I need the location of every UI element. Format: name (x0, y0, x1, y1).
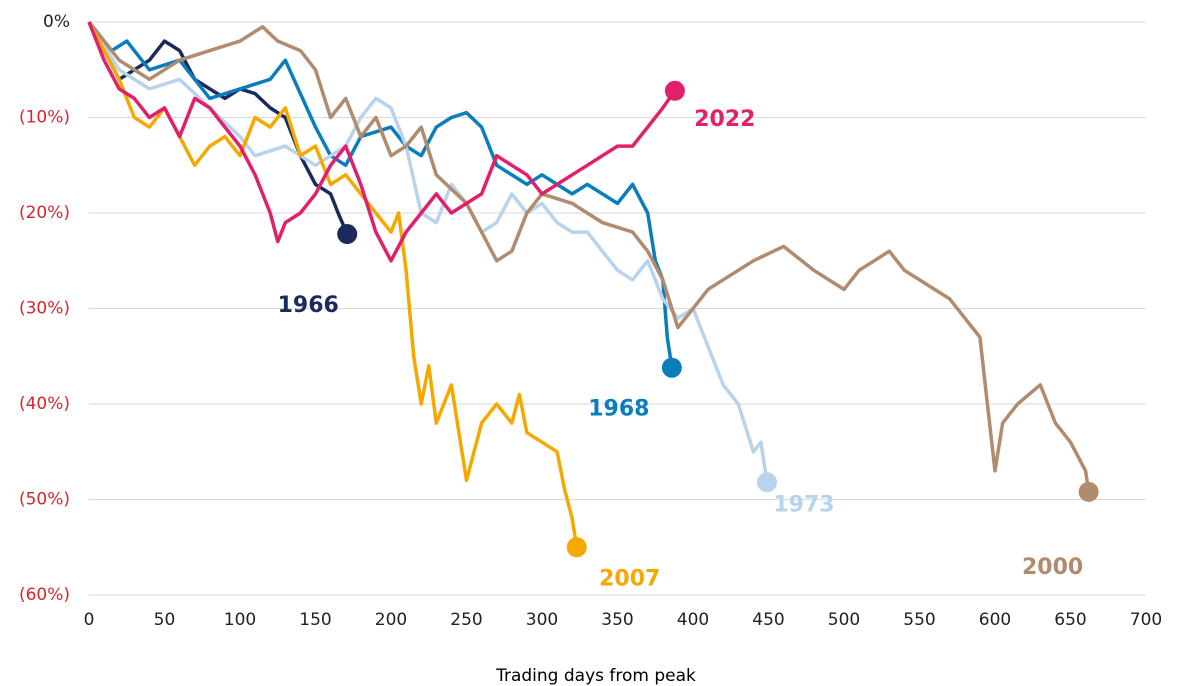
x-tick-label: 350 (601, 610, 633, 630)
x-tick-label: 200 (375, 610, 407, 630)
x-axis-label: Trading days from peak (495, 666, 696, 686)
x-tick-label: 0 (84, 610, 95, 630)
x-tick-label: 100 (224, 610, 256, 630)
x-tick-label: 550 (903, 610, 935, 630)
end-marker (661, 357, 682, 378)
y-tick-label: (50%) (19, 490, 70, 510)
x-tick-label: 400 (677, 610, 709, 630)
y-tick-label: 0% (43, 12, 70, 32)
x-tick-label: 50 (154, 610, 176, 630)
series-label: 2000 (1022, 555, 1083, 580)
series-label: 1966 (278, 293, 339, 318)
x-tick-label: 150 (299, 610, 331, 630)
series-line (87, 21, 349, 235)
y-tick-label: (60%) (19, 585, 70, 605)
y-tick-label: (20%) (19, 203, 70, 223)
x-tick-label: 700 (1130, 610, 1162, 630)
x-tick-label: 250 (450, 610, 482, 630)
series-line (87, 20, 1091, 493)
series-label: 1973 (773, 492, 834, 517)
series-line (87, 21, 769, 483)
x-tick-label: 600 (979, 610, 1011, 630)
series-line (87, 20, 674, 368)
series-label: 1968 (588, 397, 649, 422)
y-tick-label: (30%) (19, 299, 70, 319)
series-label: 2022 (694, 107, 755, 132)
x-tick-label: 650 (1054, 610, 1086, 630)
end-marker (664, 80, 685, 101)
x-tick-label: 300 (526, 610, 558, 630)
y-tick-label: (40%) (19, 394, 70, 414)
end-marker (566, 537, 587, 558)
series-line (87, 21, 677, 263)
end-marker (1078, 481, 1099, 502)
x-tick-label: 450 (752, 610, 784, 630)
x-tick-label: 500 (828, 610, 860, 630)
end-marker (756, 472, 777, 493)
end-marker (337, 224, 358, 245)
series-label: 2007 (599, 566, 660, 591)
y-tick-label: (10%) (19, 108, 70, 128)
series-line (87, 21, 579, 548)
